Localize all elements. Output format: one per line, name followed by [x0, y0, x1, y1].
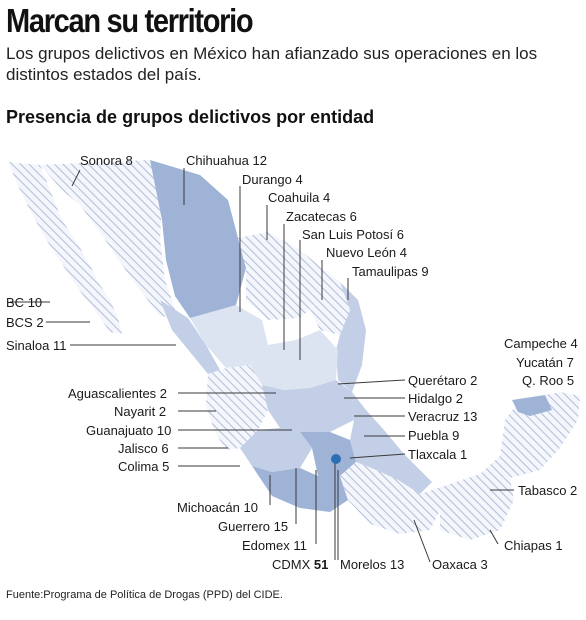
region-oaxaca	[340, 462, 440, 534]
label-morelos: Morelos 13	[340, 557, 405, 572]
label-jalisco: Jalisco 6	[118, 441, 169, 456]
label-sonora: Sonora 8	[80, 153, 133, 168]
region-michoacan	[240, 428, 312, 472]
region-sinaloa	[160, 300, 220, 374]
region-durango	[190, 305, 268, 368]
region-jalisco	[206, 365, 268, 450]
label-bc: BC 10	[6, 295, 43, 310]
label-san-luis-potosi: San Luis Potosí 6	[302, 227, 404, 242]
region-edomex	[300, 432, 356, 476]
region-veracruz	[350, 392, 432, 494]
label-nuevo-leon: Nuevo León 4	[326, 245, 407, 260]
label-zacatecas: Zacatecas 6	[286, 209, 357, 224]
leader-lines	[10, 168, 514, 563]
headline: Marcan su territorio	[6, 2, 254, 39]
region-sonora	[40, 160, 178, 318]
label-nayarit: Nayarit 2	[114, 404, 167, 419]
region-bc	[8, 162, 122, 334]
label-tamaulipas: Tamaulipas 9	[352, 264, 429, 279]
region-tamaulipas	[336, 282, 366, 392]
label-michoacan: Michoacán 10	[177, 500, 258, 515]
label-edomex: Edomex 11	[242, 538, 307, 553]
map-subtitle: Presencia de grupos delictivos por entid…	[6, 107, 375, 127]
mexico-map	[8, 160, 580, 563]
label-durango: Durango 4	[242, 172, 303, 187]
source-note: Fuente:Programa de Política de Drogas (P…	[6, 589, 283, 601]
region-chihuahua	[150, 160, 246, 318]
label-campeche: Campeche 4	[504, 336, 578, 351]
label-chihuahua: Chihuahua 12	[186, 153, 267, 168]
label-queretaro: Querétaro 2	[408, 373, 478, 388]
region-guanajuato	[262, 380, 354, 432]
label-tlaxcala: Tlaxcala 1	[408, 447, 468, 462]
label-coahuila: Coahuila 4	[268, 190, 331, 205]
region-nuevo-leon	[310, 268, 350, 335]
region-coahuila	[238, 232, 322, 320]
label-q-roo: Q. Roo 5	[522, 373, 575, 388]
label-bcs: BCS 2	[6, 315, 44, 330]
label-aguascalientes: Aguascalientes 2	[68, 386, 168, 401]
label-puebla: Puebla 9	[408, 428, 460, 443]
label-chiapas: Chiapas 1	[504, 538, 563, 553]
label-guanajuato: Guanajuato 10	[86, 423, 172, 438]
region-zacatecas	[250, 330, 338, 390]
label-yucatan: Yucatán 7	[516, 355, 574, 370]
region-yucatan-highlight	[512, 395, 552, 416]
label-cdmx: CDMX 51	[272, 557, 329, 572]
region-guerrero	[252, 466, 348, 512]
label-guerrero: Guerrero 15	[218, 519, 289, 534]
label-hidalgo: Hidalgo 2	[408, 391, 463, 406]
label-tabasco: Tabasco 2	[518, 483, 578, 498]
label-oaxaca: Oaxaca 3	[432, 557, 488, 572]
label-veracruz: Veracruz 13	[408, 409, 478, 424]
cdmx-marker	[331, 454, 341, 464]
label-sinaloa: Sinaloa 11	[6, 338, 67, 353]
deck: Los grupos delictivos en México han afia…	[6, 44, 538, 84]
label-colima: Colima 5	[118, 459, 170, 474]
region-yucatan	[480, 392, 580, 478]
